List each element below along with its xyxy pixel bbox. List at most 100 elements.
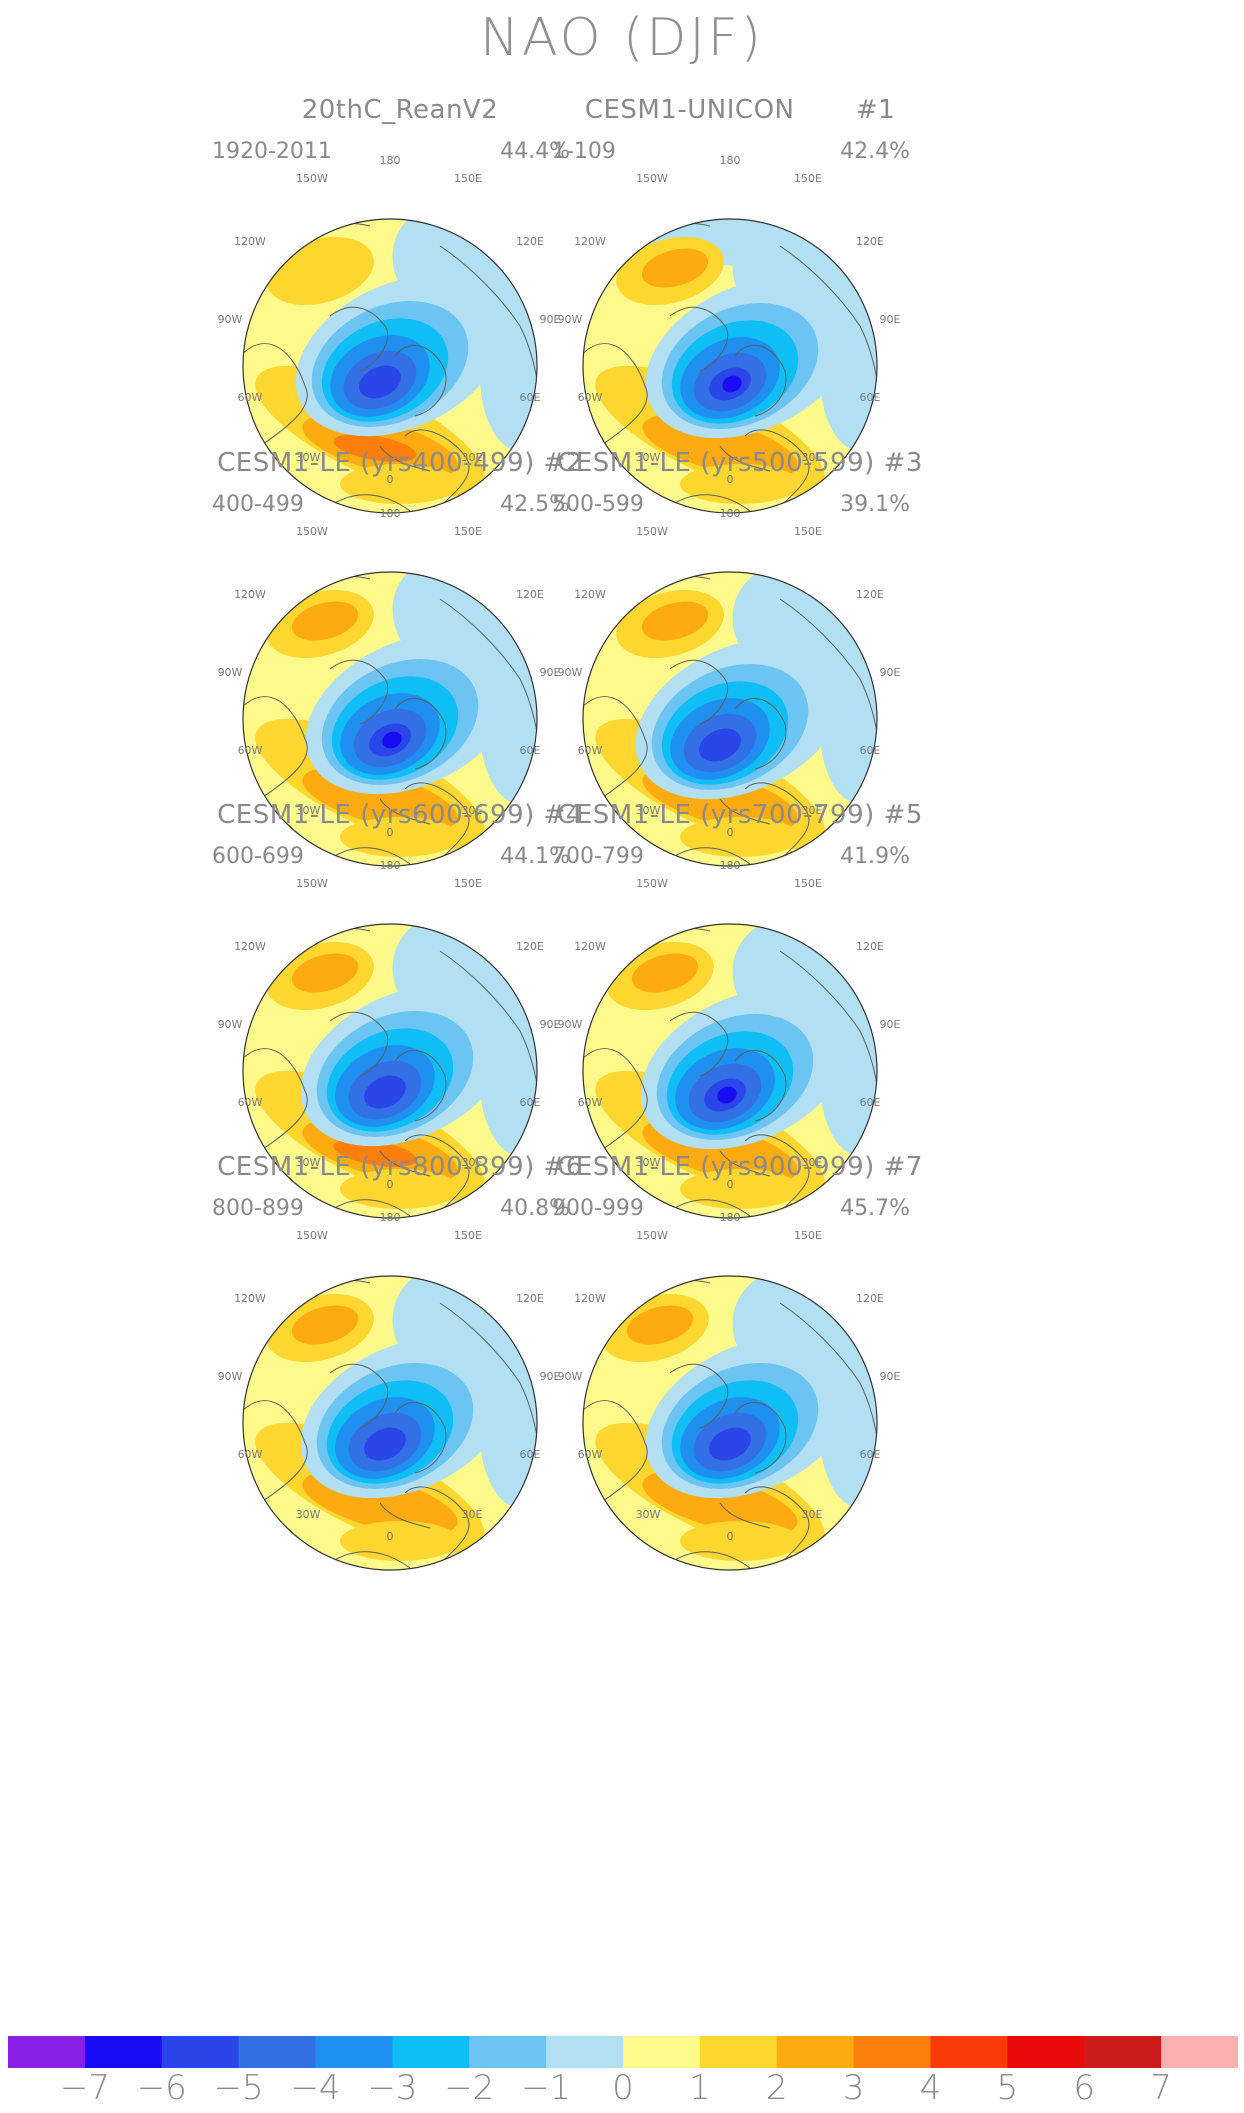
longitude-label: 60E [860,744,881,757]
longitude-label: 60W [238,391,263,404]
longitude-label: 150E [454,877,482,890]
colorbar-tick-label: −3 [367,2068,418,2108]
longitude-label: 90E [540,1370,561,1383]
map-panel: CESM1-LE (yrs700-799) #5 700-799 41.9% 180 1… [530,800,950,1255]
polar-map: 180 150W 150E 120W 120E 90W 90E 60W 60E 30W 30E 0 [558,1211,901,1571]
longitude-label: 120E [516,588,544,601]
colorbar-tick-label: −4 [290,2068,341,2108]
colorbar-tick-label: 4 [919,2068,942,2108]
longitude-label: 120W [234,588,266,601]
longitude-label: 0 [387,1178,394,1191]
longitude-label: 120E [856,1292,884,1305]
panel-explained-variance: 44.4% [500,139,570,164]
polar-map: 180 150W 150E 120W 120E 90W 90E 60W 60E 30W 30E 0 [558,507,901,867]
panel-title: CESM1-LE (yrs800-899) #6 [217,1152,583,1182]
longitude-label: 180 [380,1211,401,1224]
colorbar [8,2036,1238,2068]
longitude-label: 120W [574,940,606,953]
longitude-label: 90W [218,313,243,326]
colorbar-swatch [392,2036,470,2068]
panel-period: 1-109 [552,139,616,164]
longitude-label: 30W [296,804,321,817]
longitude-label: 150E [794,877,822,890]
map-panel: CESM1-UNICON #1 1-109 42.4% 180 150W 150E 120W… [530,95,950,550]
panel-explained-variance: 42.4% [840,139,910,164]
colorbar-tick-label: 3 [842,2068,865,2108]
figure-title: NAO (DJF) [480,8,764,68]
colorbar-swatch [546,2036,624,2068]
panel-title: CESM1-UNICON #1 [584,95,896,125]
longitude-label: 60W [578,1096,603,1109]
longitude-label: 60W [578,744,603,757]
anomaly-field [583,219,877,513]
panel-title: CESM1-LE (yrs700-799) #5 [557,800,923,830]
longitude-label: 30W [636,1508,661,1521]
longitude-label: 0 [727,1178,734,1191]
longitude-label: 150W [296,525,328,538]
longitude-label: 180 [720,154,741,167]
longitude-label: 30E [462,451,483,464]
map-boundary [242,571,538,867]
longitude-label: 180 [380,507,401,520]
longitude-label: 90W [558,666,583,679]
longitude-label: 90E [540,313,561,326]
polar-map: 180 150W 150E 120W 120E 90W 90E 60W 60E 30W 30E 0 [558,154,901,514]
longitude-label: 120E [516,940,544,953]
colorbar-swatch [238,2036,316,2068]
map-panel: CESM1-LE (yrs900-999) #7 900-999 45.7% 180 1… [530,1152,950,1607]
longitude-label: 120E [856,940,884,953]
longitude-label: 90E [880,1018,901,1031]
longitude-label: 0 [727,1530,734,1543]
longitude-label: 150E [454,525,482,538]
colorbar-tick-label: 6 [1073,2068,1096,2108]
colorbar-swatch [469,2036,547,2068]
longitude-label: 90W [218,666,243,679]
polar-map: 180 150W 150E 120W 120E 90W 90E 60W 60E 30W 30E 0 [218,1211,561,1571]
panel-explained-variance: 41.9% [840,844,910,869]
map-panel: CESM1-LE (yrs400-499) #2 400-499 42.5% 180 1… [190,448,610,903]
colorbar-tick-label: 2 [765,2068,788,2108]
longitude-label: 0 [727,473,734,486]
longitude-label: 60W [238,744,263,757]
map-boundary [582,923,878,1219]
polar-map: 180 150W 150E 120W 120E 90W 90E 60W 60E 30W 30E 0 [218,859,561,1219]
longitude-label: 120W [574,235,606,248]
map-boundary [242,1275,538,1571]
longitude-label: 60W [238,1448,263,1461]
polar-map: 180 150W 150E 120W 120E 90W 90E 60W 60E 30W 30E 0 [558,859,901,1219]
panel-title: CESM1-LE (yrs600-699) #4 [217,800,583,830]
panel-period: 900-999 [552,1196,644,1221]
colorbar-tick-label: −1 [521,2068,572,2108]
colorbar-swatch [699,2036,778,2068]
longitude-label: 30W [636,804,661,817]
longitude-label: 90E [540,666,561,679]
colorbar-swatch [1161,2036,1238,2068]
map-boundary [242,923,538,1219]
map-panel: CESM1-LE (yrs500-599) #3 500-599 39.1% 180 1… [530,448,950,903]
longitude-label: 180 [720,859,741,872]
map-boundary [582,1275,878,1571]
longitude-label: 150W [296,172,328,185]
anomaly-field [243,572,537,866]
panel-explained-variance: 42.5% [500,492,570,517]
colorbar-swatch [8,2036,86,2068]
panel-title: CESM1-LE (yrs400-499) #2 [217,448,583,478]
longitude-label: 90E [540,1018,561,1031]
colorbar-tick-label: −6 [136,2068,187,2108]
longitude-label: 120E [516,235,544,248]
panel-period: 1920-2011 [212,139,332,164]
colorbar-swatch [84,2036,163,2068]
longitude-label: 90E [880,666,901,679]
panel-title: CESM1-LE (yrs900-999) #7 [557,1152,923,1182]
longitude-label: 0 [387,826,394,839]
longitude-label: 30E [462,1508,483,1521]
longitude-label: 60E [520,1448,541,1461]
anomaly-field [583,924,877,1218]
longitude-label: 180 [380,859,401,872]
map-panel: 20thC_ReanV2 1920-2011 44.4% 180 150W 150E 120… [190,95,610,550]
map-boundary [582,218,878,514]
longitude-label: 90W [558,313,583,326]
longitude-label: 30E [802,1508,823,1521]
colorbar-swatch [930,2036,1008,2068]
panel-explained-variance: 39.1% [840,492,910,517]
